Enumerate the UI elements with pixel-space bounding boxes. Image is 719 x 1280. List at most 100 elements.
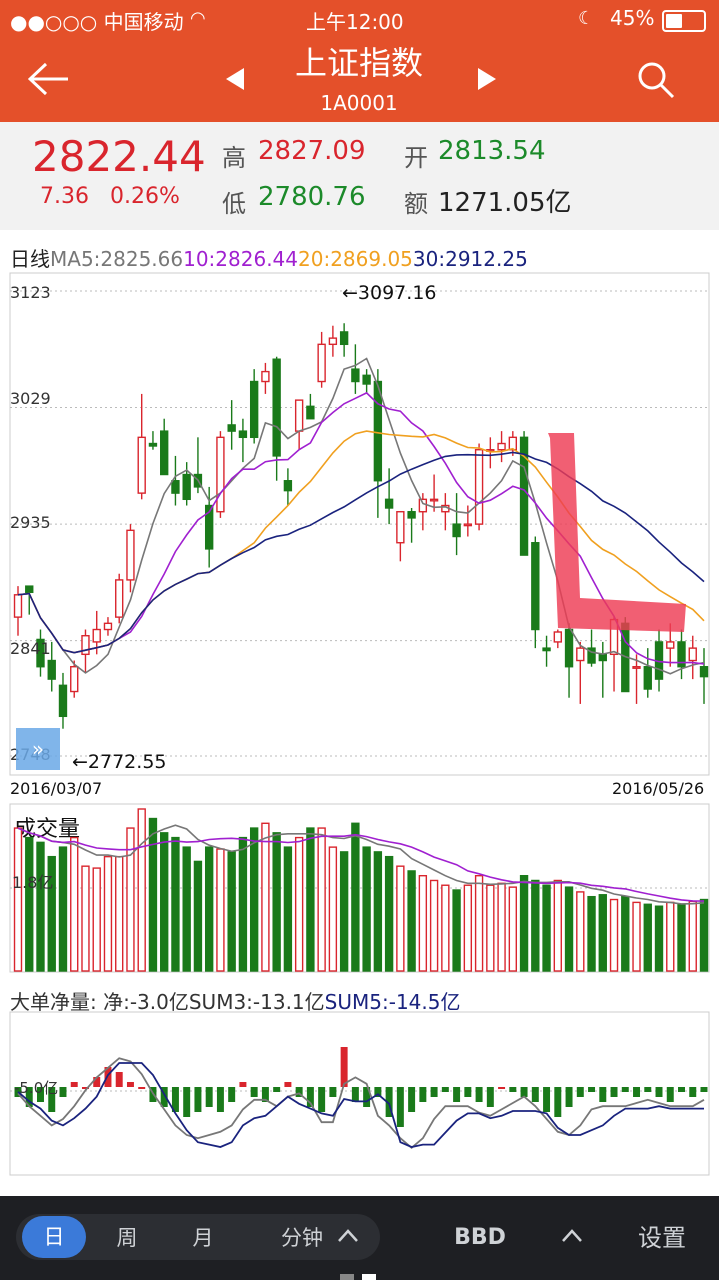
volume-bar-up [429, 879, 439, 972]
flow-bar-negative [194, 1087, 202, 1112]
search-icon[interactable] [636, 60, 676, 100]
volume-bar-up [137, 808, 146, 972]
flow-bar-negative [509, 1087, 517, 1092]
flow-bar-positive [126, 1082, 134, 1087]
flow-legend: 大单净量: 净:-3.0亿SUM3:-13.1亿SUM5:-14.5亿 [10, 986, 460, 1015]
candle-up [81, 635, 90, 656]
tab-week[interactable]: 周 [116, 1226, 138, 1250]
candle-down [531, 542, 540, 631]
chevron-up-icon[interactable] [336, 1226, 360, 1246]
volume-chart[interactable]: 1.8亿 [0, 803, 719, 975]
candle-up [508, 436, 518, 451]
flow-bar-negative [250, 1087, 258, 1097]
next-stock-icon[interactable] [474, 66, 500, 92]
candle-up [115, 579, 124, 618]
candle-up [396, 511, 405, 544]
volume-bar-up [666, 901, 675, 972]
candle-down [58, 684, 68, 718]
battery-percent: 45% [610, 6, 655, 30]
candle-up [13, 594, 23, 618]
volume-bar-up [70, 836, 79, 972]
volume-bar-down [519, 875, 529, 972]
volume-bar-up [553, 879, 562, 972]
ma30-label: 30:2912.25 [412, 247, 528, 271]
carrier-label: ●●○○○ 中国移动 [10, 10, 184, 34]
flow-bar-negative [205, 1087, 213, 1107]
candle-down [362, 374, 371, 385]
volume-bar-down [58, 846, 68, 972]
volume-bar-up [474, 875, 484, 972]
volume-bar-up [126, 827, 135, 972]
volume-bar-up [81, 865, 90, 972]
flow-bar-negative [160, 1087, 168, 1107]
app-header: ●●○○○ 中国移动 ◠ 上午12:00 ☾ 45% 上证指数 1A0001 [0, 0, 719, 122]
high-value: 2827.09 [258, 136, 366, 166]
volume-bar-up [486, 884, 495, 972]
flow-bar-negative [37, 1087, 44, 1102]
volume-ma10-line [17, 827, 705, 902]
expand-panel-button[interactable]: » [16, 728, 60, 770]
flow-bar-negative [700, 1087, 708, 1092]
flow-bar-negative [678, 1087, 685, 1092]
flow-bar-negative [588, 1087, 596, 1092]
flow-bar-negative [273, 1087, 281, 1092]
end-date-label: 2016/05/26 [612, 779, 704, 798]
candle-down [339, 331, 349, 346]
volume-bar-down [182, 846, 191, 972]
open-value: 2813.54 [438, 136, 546, 166]
open-label: 开 [404, 144, 428, 172]
flow-bar-negative [633, 1087, 641, 1097]
flow-bar-negative [666, 1087, 674, 1102]
flow-bar-positive [138, 1087, 146, 1089]
candle-down [249, 380, 259, 439]
flow-bar-positive [70, 1082, 78, 1087]
volume-bar-down [193, 860, 203, 972]
max-price-marker: ←3097.16 [342, 282, 437, 304]
candle-down [677, 641, 686, 668]
flow-bar-negative [486, 1087, 494, 1107]
flow-bar-negative [655, 1087, 663, 1097]
volume-bar-down [36, 841, 45, 972]
sum3-line [17, 1057, 705, 1149]
flow-bar-negative [351, 1087, 359, 1102]
candle-down [306, 405, 315, 420]
volume-bar-down [621, 895, 630, 972]
volume-bar-down [384, 855, 394, 972]
candle-up [328, 337, 338, 346]
high-label: 高 [222, 144, 246, 172]
volume-bar-up [609, 898, 619, 972]
flow-bar-positive [81, 1087, 89, 1089]
tab-month[interactable]: 月 [192, 1226, 214, 1250]
volume-bar-up [576, 891, 585, 972]
settings-button[interactable]: 设置 [638, 1224, 686, 1252]
sum5-line [17, 1062, 704, 1148]
big-order-flow-chart[interactable]: -5.0亿 [0, 1011, 719, 1177]
flow-bar-negative [385, 1087, 393, 1117]
volume-bar-up [688, 900, 697, 972]
volume-bar-down [598, 894, 607, 972]
ma5-label: MA5:2825.66 [50, 247, 184, 271]
volume-bar-up [396, 865, 405, 972]
volume-tick-label: 1.8亿 [12, 873, 53, 892]
volume-bar-down [407, 870, 416, 972]
ma20-label: 20:2869.05 [298, 247, 413, 271]
kline-chart[interactable]: 3123 3029 2935 2841 2748 ←3097.16 ←2772.… [0, 268, 719, 798]
current-price: 2822.44 [32, 132, 206, 181]
volume-label: 成交量 [14, 817, 81, 842]
bottom-toolbar: 日 周 月 分钟 BBD 设置 [0, 1196, 719, 1280]
candle-down [25, 585, 34, 594]
chevron-up-icon[interactable] [560, 1226, 584, 1246]
volume-bar-up [103, 855, 113, 972]
volume-bar-down [306, 827, 315, 972]
back-arrow-icon[interactable] [28, 62, 70, 96]
flow-bar-positive [115, 1072, 123, 1087]
candle-down [227, 424, 236, 432]
tab-minute[interactable]: 分钟 [281, 1226, 323, 1250]
y-tick-label: 3029 [10, 389, 51, 408]
status-bar: ●●○○○ 中国移动 ◠ 上午12:00 ☾ 45% [0, 0, 719, 40]
candle-up [137, 436, 146, 494]
tab-day[interactable]: 日 [22, 1216, 86, 1258]
candle-up [463, 523, 473, 527]
bbd-indicator-button[interactable]: BBD [454, 1225, 506, 1250]
prev-stock-icon[interactable] [222, 66, 248, 92]
